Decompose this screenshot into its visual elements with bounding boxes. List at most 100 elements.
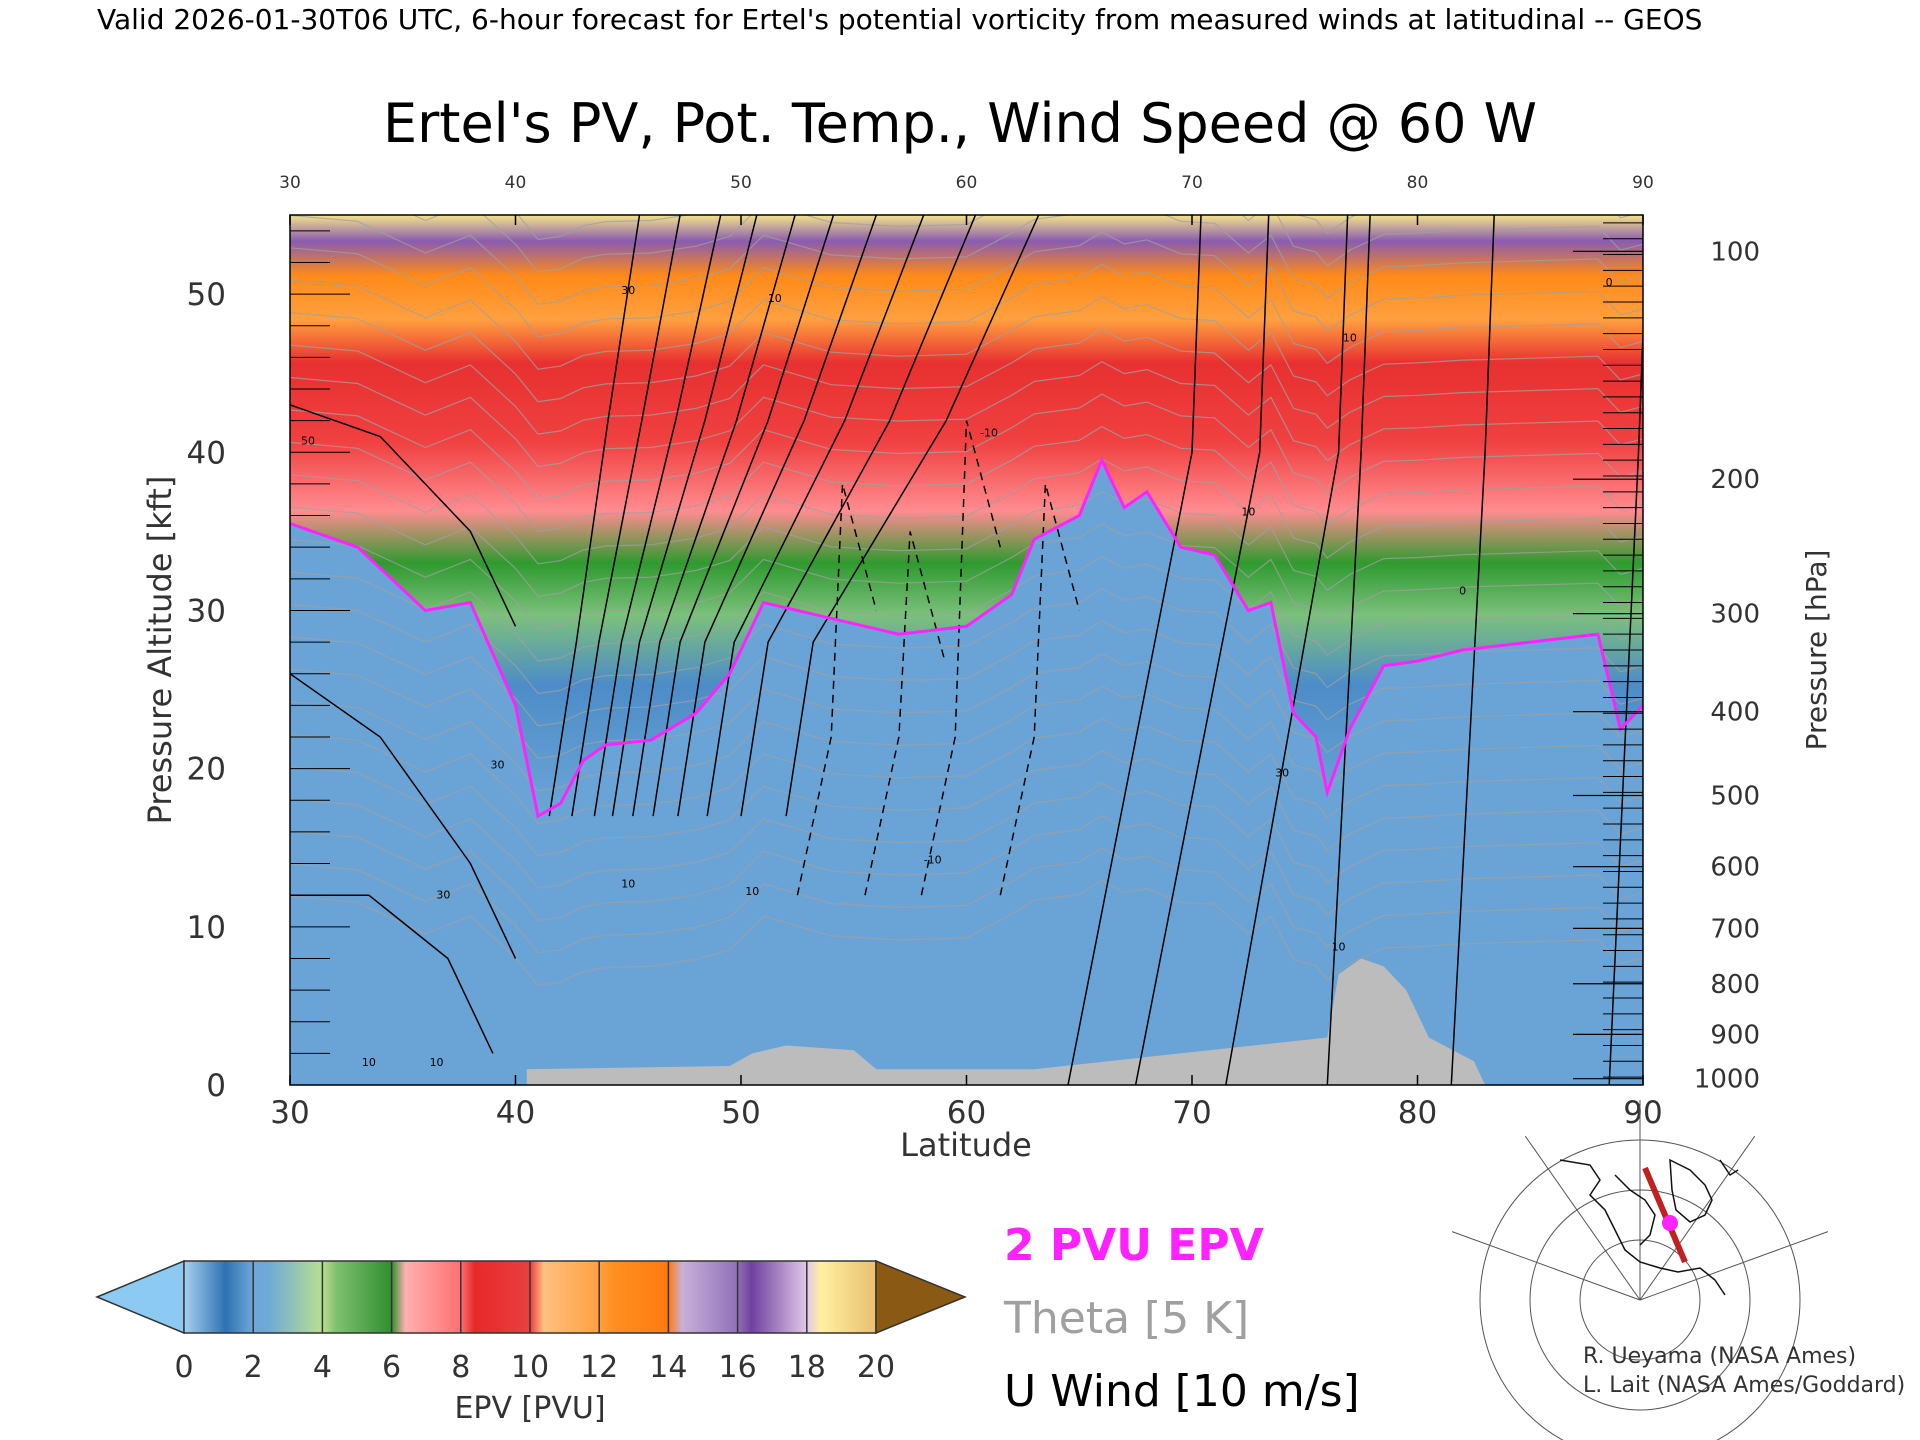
top-tick-label: 70: [1181, 173, 1203, 193]
pressure-tick-label: 400: [1710, 698, 1760, 728]
wind-isotach-label: 50: [301, 434, 315, 447]
wind-isotach: [593, 215, 722, 817]
pressure-tick-label: 300: [1710, 600, 1760, 630]
wind-isotach: [740, 215, 977, 817]
pressure-tick-label: 700: [1710, 914, 1760, 944]
theta-contour: [290, 847, 1643, 954]
wind-isotach-label: 30: [490, 759, 504, 772]
valid-line: Valid 2026-01-30T06 UTC, 6-hour forecast…: [97, 3, 1702, 36]
x-axis-ticks: 30 40 50 60 70 80 90: [270, 1075, 1663, 1131]
wind-isotach: [1134, 215, 1270, 1085]
theta-contour: [290, 215, 1643, 306]
wind-isotach-label: 10: [768, 292, 782, 305]
theta-contour: [290, 588, 1643, 695]
theta-contour: [290, 652, 1643, 760]
wind-isotach: [1608, 313, 1643, 1085]
x-tick-label: 60: [947, 1095, 986, 1131]
chart-title: Ertel's PV, Pot. Temp., Wind Speed @ 60 …: [383, 92, 1537, 155]
wind-isotach: [548, 215, 641, 817]
x-tick-label: 70: [1172, 1095, 1211, 1131]
colorbar-tick-label: 16: [719, 1350, 757, 1385]
legend-wind: U Wind [10 m/s]: [1004, 1366, 1360, 1417]
theta-contour: [290, 425, 1643, 533]
y-tick-label: 40: [187, 435, 226, 471]
colorbar-tick-label: 10: [511, 1350, 549, 1385]
colorbar-label: EPV [PVU]: [454, 1391, 605, 1426]
wind-isotach: [571, 215, 681, 817]
theta-contour: [290, 555, 1643, 662]
theta-contours: [290, 215, 1643, 986]
wind-isotach-label: 10: [1241, 506, 1255, 519]
x-axis-label: Latitude: [900, 1126, 1032, 1164]
map-meridian: [1524, 1135, 1641, 1301]
map-background: [1545, 1153, 1740, 1303]
theta-contour: [290, 328, 1643, 435]
colorbar-tick-labels: 0 2 4 6 8 10 12 14 16 18 20: [174, 1350, 895, 1385]
surface-mask: [526, 958, 1486, 1085]
y-tick-label: 20: [187, 752, 226, 788]
colorbar-tick-label: 2: [244, 1350, 263, 1385]
top-tick-label: 40: [505, 173, 527, 193]
y-tick-label: 10: [187, 910, 226, 946]
top-tick-label: 60: [956, 173, 978, 193]
x-tick-label: 50: [721, 1095, 760, 1131]
theta-contour: [290, 717, 1643, 824]
colorbar-high-extension: [875, 1259, 968, 1335]
wind-isotachs: [290, 215, 1643, 1085]
theta-contour: [290, 490, 1643, 597]
theta-contour: [290, 815, 1643, 922]
wind-isotach: [290, 673, 517, 959]
wind-isotach-negative: [999, 483, 1081, 896]
credit-line-2: L. Lait (NASA Ames/Goddard): [1583, 1373, 1905, 1398]
pressure-tick-label: 800: [1710, 970, 1760, 1000]
legend-epv: 2 PVU EPV: [1004, 1220, 1264, 1271]
wind-isotach: [611, 215, 758, 817]
map-graticule: [1451, 1100, 1829, 1440]
x-tick-label: 90: [1623, 1095, 1662, 1131]
colorbar-tick-label: 6: [382, 1350, 401, 1385]
y-tick-label: 50: [187, 277, 226, 313]
wind-isotach: [706, 215, 925, 817]
wind-isotach-label: 30: [621, 284, 635, 297]
map-location-marker: [1662, 1215, 1678, 1231]
pressure-tick-label: 200: [1710, 465, 1760, 495]
wind-isotach-label: 10: [621, 877, 635, 890]
theta-contour: [517, 215, 1634, 241]
theta-contour: [290, 393, 1643, 500]
top-tick-label: 30: [279, 173, 301, 193]
colorbar-tick-label: 18: [788, 1350, 826, 1385]
colorbar-tick-label: 0: [174, 1350, 193, 1385]
colorbar-tick-label: 20: [857, 1350, 895, 1385]
theta-contour: [290, 620, 1643, 727]
x-tick-label: 80: [1398, 1095, 1437, 1131]
pressure-axis-ticks: 100 200 300 400 500 600 700 800 900 1000: [1573, 222, 1760, 1095]
wind-isotach-labels: 50 30 30 10 10 30 10 10 10 -10 -10 10 10 30 10 0 0: [301, 276, 1613, 1069]
wind-isotach: [1326, 215, 1371, 1085]
y-axis-label: Pressure Altitude [kft]: [141, 476, 179, 825]
top-tick-label: 50: [730, 173, 752, 193]
top-tick-label: 90: [1632, 173, 1654, 193]
wind-isotach-label: 10: [1343, 332, 1357, 345]
map-cross-section-track: [1642, 1166, 1688, 1264]
colorbar-tick-label: 4: [313, 1350, 332, 1385]
theta-contour: [290, 879, 1643, 986]
y-tick-label: 30: [187, 593, 226, 629]
wind-isotach-label: -10: [924, 854, 942, 867]
troposphere-fill: [290, 460, 1643, 1085]
wind-isotach: [632, 215, 796, 817]
wind-isotach-label: 0: [1606, 276, 1613, 289]
wind-isotach: [677, 215, 878, 817]
wind-isotach-label: 10: [1332, 941, 1346, 954]
theta-contour: [290, 685, 1643, 792]
x-tick-label: 30: [270, 1095, 309, 1131]
wind-isotach: [1067, 215, 1202, 1085]
wind-isotach-label: 10: [745, 885, 759, 898]
wind-isotach-label: 10: [362, 1056, 376, 1069]
wind-isotach-label: 30: [436, 888, 450, 901]
pressure-tick-label: 500: [1710, 782, 1760, 812]
theta-contour: [290, 296, 1643, 403]
pressure-tick-label: 100: [1710, 237, 1760, 267]
pressure-tick-label: 900: [1710, 1020, 1760, 1050]
